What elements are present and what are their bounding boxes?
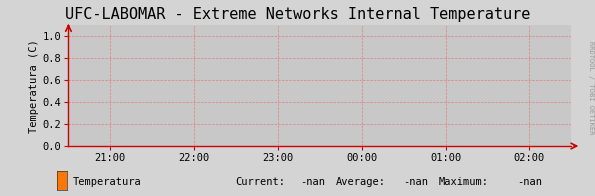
Text: -nan: -nan (300, 177, 325, 187)
Text: Average:: Average: (336, 177, 386, 187)
Text: RRDTOOL / TOBI OETIKER: RRDTOOL / TOBI OETIKER (588, 41, 594, 135)
Text: Temperatura: Temperatura (73, 177, 142, 187)
Text: -nan: -nan (518, 177, 543, 187)
Text: Current:: Current: (235, 177, 285, 187)
Text: Maximum:: Maximum: (439, 177, 488, 187)
Y-axis label: Temperatura (C): Temperatura (C) (29, 39, 39, 133)
Text: -nan: -nan (403, 177, 428, 187)
Text: UFC-LABOMAR - Extreme Networks Internal Temperature: UFC-LABOMAR - Extreme Networks Internal … (65, 7, 530, 22)
